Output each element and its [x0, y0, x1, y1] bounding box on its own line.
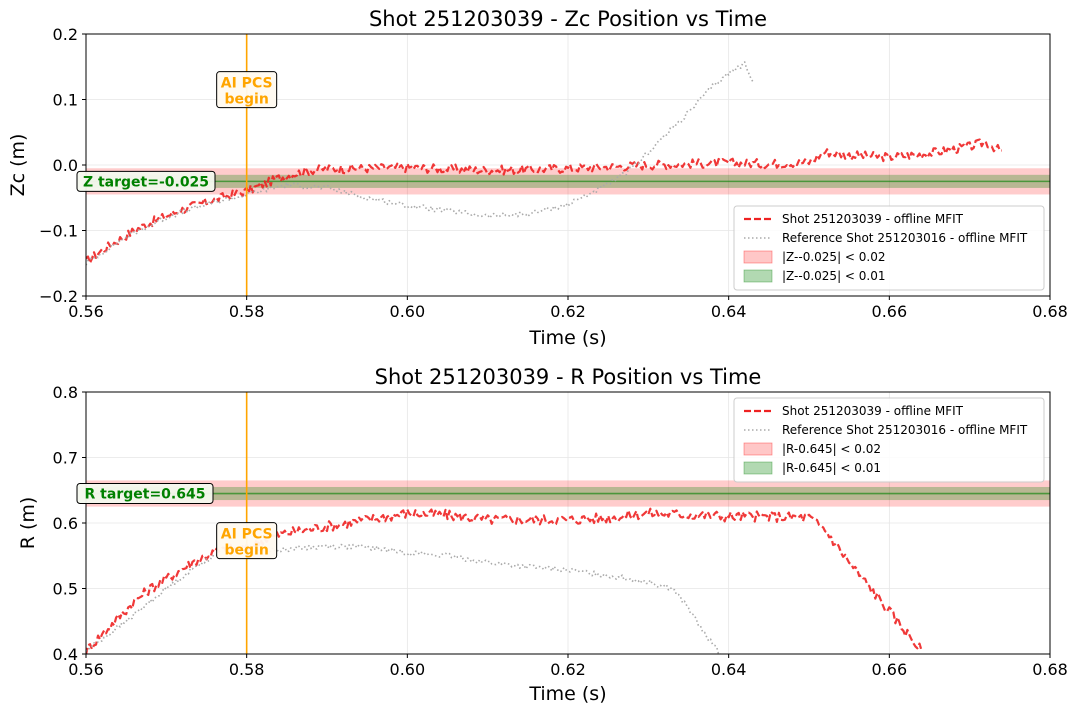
y-tick-label: 0.6 [53, 514, 78, 533]
x-tick-label: 0.66 [872, 302, 908, 321]
y-tick-label: 0.5 [53, 580, 78, 599]
legend-entry-label: Shot 251203039 - offline MFIT [782, 212, 964, 226]
target-label-text: R target=0.645 [85, 487, 206, 503]
legend-entry-label: Reference Shot 251203016 - offline MFIT [782, 231, 1028, 245]
x-axis-label: Time (s) [528, 327, 606, 349]
y-axis-label: R (m) [17, 497, 39, 550]
x-tick-label: 0.56 [68, 660, 104, 679]
y-tick-label: 0.2 [53, 25, 78, 44]
x-tick-label: 0.68 [1032, 660, 1068, 679]
legend-entry-label: |Z--0.025| < 0.02 [782, 250, 886, 264]
x-tick-label: 0.64 [711, 660, 747, 679]
x-tick-label: 0.68 [1032, 302, 1068, 321]
legend-entry-label: Reference Shot 251203016 - offline MFIT [782, 423, 1028, 437]
legend-swatch-band [743, 461, 773, 475]
x-tick-label: 0.62 [550, 660, 586, 679]
y-tick-label: −0.1 [39, 222, 78, 241]
target-label: Z target=-0.025 [76, 170, 216, 192]
x-tick-label: 0.56 [68, 302, 104, 321]
ai-pcs-label-line2: begin [225, 543, 269, 559]
y-tick-label: 0.1 [53, 91, 78, 110]
y-tick-label: −0.2 [39, 287, 78, 306]
legend-swatch-band [743, 250, 773, 264]
x-axis-label: Time (s) [528, 683, 606, 705]
chart-panel-r: 0.56 0.58 0.60 0.62 0.64 0.66 0.68 0.4 0.5 0.6 0.7… [17, 365, 1068, 705]
x-tick-label: 0.64 [711, 302, 747, 321]
x-tick-label: 0.60 [390, 660, 426, 679]
legend: Shot 251203039 - offline MFIT Reference S… [733, 397, 1045, 483]
plot-content [86, 392, 1050, 654]
ai-pcs-label-line2: begin [225, 92, 269, 108]
chart-title: Shot 251203039 - Zc Position vs Time [369, 7, 767, 31]
plot-content [86, 34, 1050, 296]
target-label: R target=0.645 [76, 483, 214, 505]
y-tick-label: 0.8 [53, 383, 78, 402]
legend: Shot 251203039 - offline MFIT Reference S… [733, 205, 1045, 291]
legend-swatch-band [743, 269, 773, 283]
legend-frame [733, 397, 1045, 483]
chart-panel-zc: 0.56 0.58 0.60 0.62 0.64 0.66 0.68 −0.2 −0.1 0.0 0… [7, 7, 1068, 349]
x-tick-label: 0.58 [229, 660, 265, 679]
series-line-shot [86, 138, 1002, 264]
x-tick-label: 0.62 [550, 302, 586, 321]
x-tick-label: 0.58 [229, 302, 265, 321]
legend-swatch-band [743, 442, 773, 456]
legend-entry-label: |R-0.645| < 0.02 [782, 442, 881, 456]
legend-entry-label: |Z--0.025| < 0.01 [782, 269, 886, 283]
y-axis-label: Zc (m) [7, 134, 29, 197]
ai-pcs-label-line1: AI PCS [221, 527, 273, 543]
y-tick-label: 0.4 [53, 645, 78, 664]
ai-pcs-label-line1: AI PCS [221, 76, 273, 92]
target-label-text: Z target=-0.025 [83, 174, 209, 190]
series-line-reference [86, 61, 754, 266]
ai-pcs-label-box [216, 71, 278, 109]
target-label-box [76, 170, 216, 192]
chart-title: Shot 251203039 - R Position vs Time [375, 365, 762, 389]
legend-entry-label: Shot 251203039 - offline MFIT [782, 404, 964, 418]
x-tick-label: 0.66 [872, 660, 908, 679]
target-label-box [76, 483, 214, 505]
legend-entry-label: |R-0.645| < 0.01 [782, 461, 881, 475]
legend-frame [733, 205, 1045, 291]
x-tick-label: 0.60 [390, 302, 426, 321]
ai-pcs-label-box [216, 522, 278, 560]
y-tick-label: 0.0 [53, 156, 78, 175]
y-tick-label: 0.7 [53, 449, 78, 468]
